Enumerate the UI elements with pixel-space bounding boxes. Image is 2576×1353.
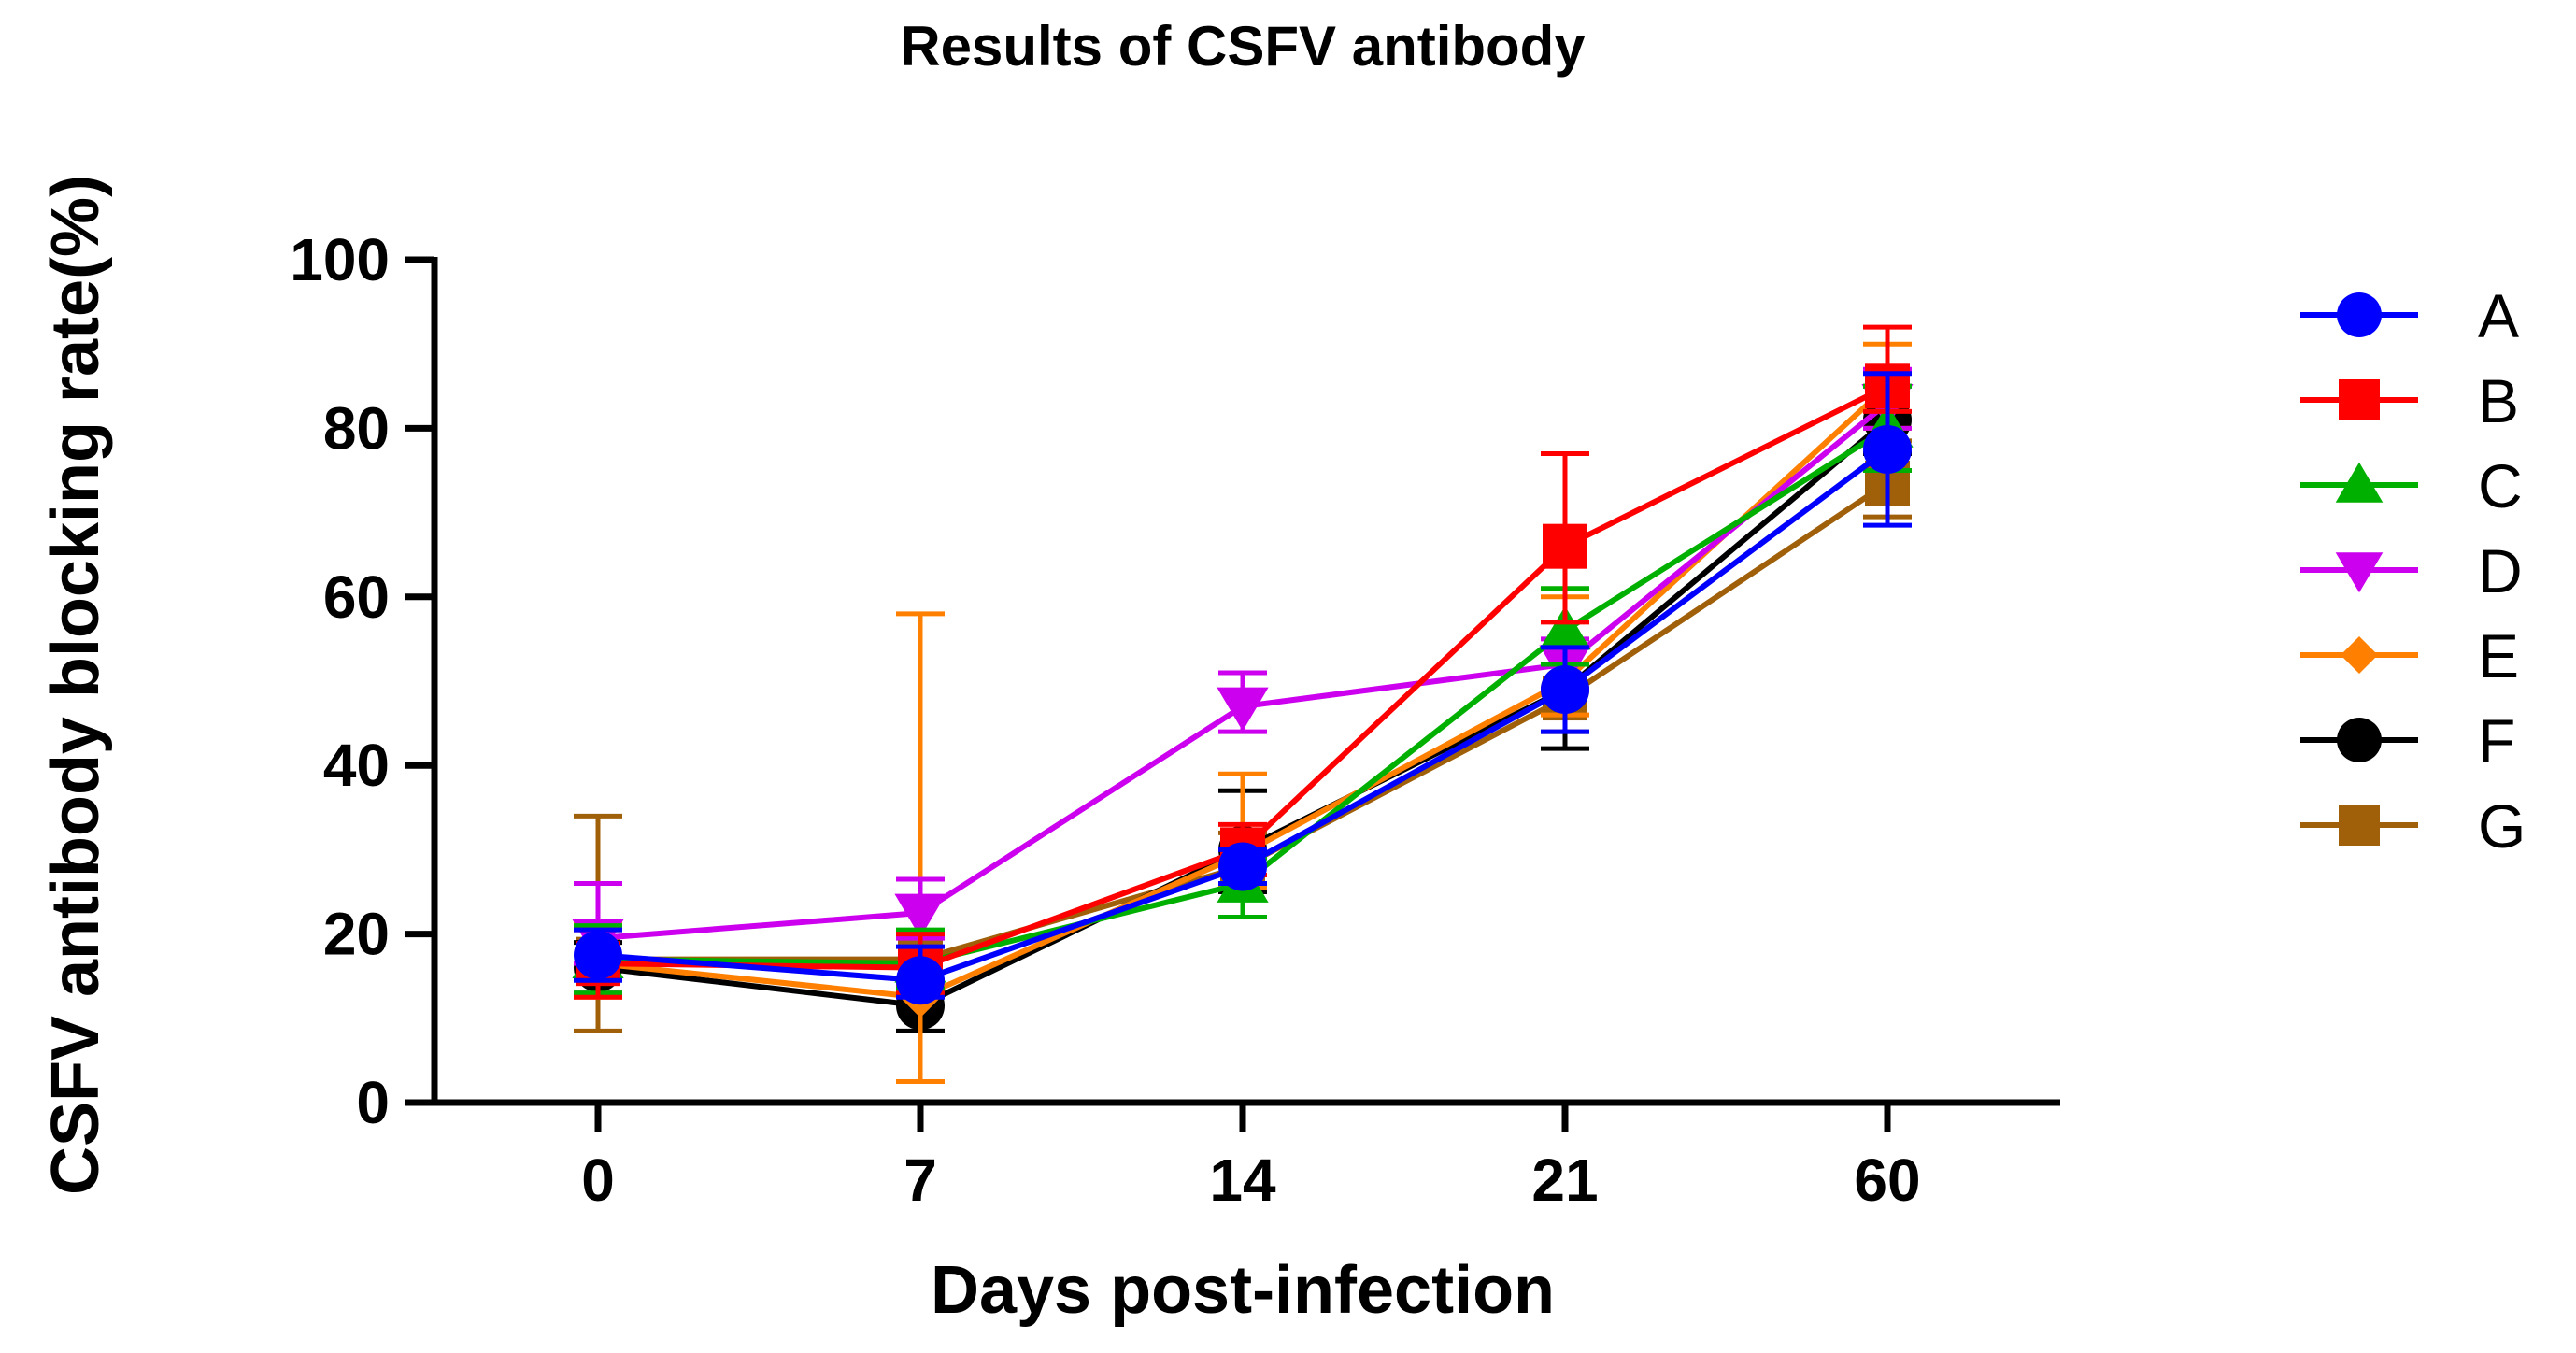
legend-label: D xyxy=(2478,536,2523,605)
legend-item-C: C xyxy=(2300,451,2523,520)
data-point xyxy=(1541,665,1589,715)
legend-marker xyxy=(2339,805,2380,846)
legend-item-D: D xyxy=(2300,536,2523,605)
legend-marker xyxy=(2341,636,2378,674)
legend-marker xyxy=(2337,718,2382,762)
data-point xyxy=(574,931,622,980)
data-point xyxy=(1218,842,1267,891)
y-tick-label: 20 xyxy=(323,901,390,968)
y-axis-title: CSFV antibody blocking rate(%) xyxy=(38,175,113,1195)
y-tick-label: 100 xyxy=(290,226,390,293)
y-tick-label: 60 xyxy=(323,563,390,631)
legend-item-B: B xyxy=(2300,366,2519,435)
axes: 0 20 40 60 80 100 0 7 14 21 60 xyxy=(290,226,2060,1214)
y-tick-label: 40 xyxy=(323,732,390,799)
legend-label: C xyxy=(2478,451,2523,520)
x-axis-title: Days post-infection xyxy=(931,1253,1555,1328)
data-point xyxy=(1863,424,1912,474)
legend-marker xyxy=(2339,379,2380,420)
legend-item-G: G xyxy=(2300,791,2526,861)
x-tick-label: 14 xyxy=(1209,1146,1276,1214)
legend-item-F: F xyxy=(2300,706,2515,776)
series-A xyxy=(574,371,1912,1005)
y-tick-label: 80 xyxy=(323,394,390,462)
y-tick-label: 0 xyxy=(356,1069,390,1136)
legend-marker xyxy=(2337,292,2382,337)
series-layer xyxy=(572,324,1914,1084)
data-point xyxy=(1539,605,1591,650)
legend-label: E xyxy=(2478,621,2519,691)
data-point xyxy=(1217,687,1269,732)
x-tick-label: 7 xyxy=(904,1146,937,1214)
legend-item-A: A xyxy=(2300,281,2519,350)
legend-label: A xyxy=(2478,281,2519,350)
x-tick-label: 0 xyxy=(581,1146,615,1214)
data-point xyxy=(1543,523,1587,569)
legend-label: G xyxy=(2478,791,2526,861)
legend-marker xyxy=(2335,552,2384,593)
legend-label: F xyxy=(2478,706,2515,776)
legend-marker xyxy=(2335,462,2384,503)
series-G xyxy=(574,438,1912,1033)
chart-title: Results of CSFV antibody xyxy=(900,15,1586,78)
legend-item-E: E xyxy=(2300,621,2519,691)
legend-label: B xyxy=(2478,366,2519,435)
x-tick-label: 21 xyxy=(1531,1146,1598,1214)
data-point xyxy=(894,893,946,938)
data-point xyxy=(896,956,945,1005)
x-tick-label: 60 xyxy=(1854,1146,1920,1214)
